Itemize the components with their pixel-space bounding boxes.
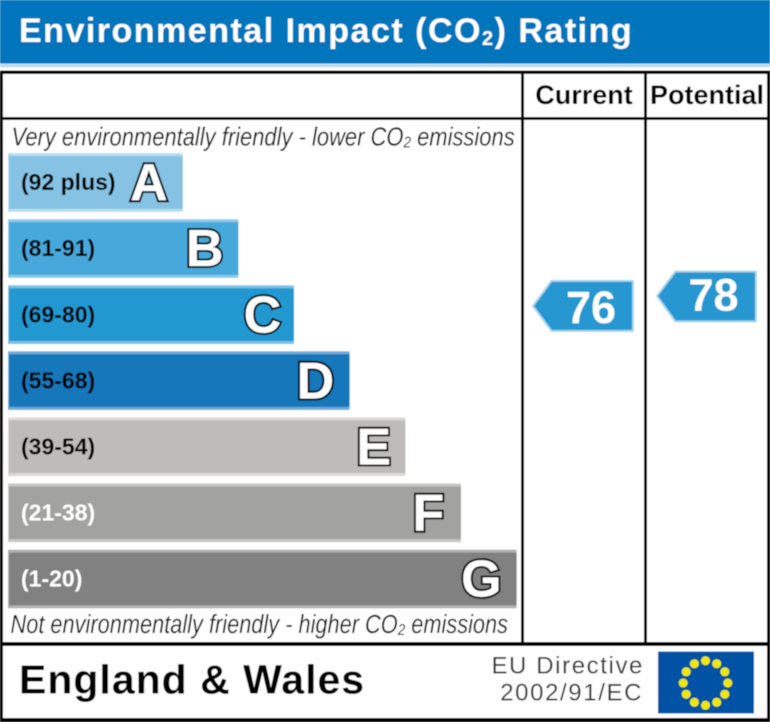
svg-text:Not environmentally friendly -: Not environmentally friendly - higher CO… <box>11 610 509 639</box>
svg-text:Potential: Potential <box>650 80 764 110</box>
svg-text:(92 plus): (92 plus) <box>21 169 116 195</box>
svg-text:G: G <box>461 551 501 609</box>
svg-text:(69-80): (69-80) <box>21 301 95 327</box>
svg-text:D: D <box>297 352 335 410</box>
svg-text:76: 76 <box>566 282 616 333</box>
svg-text:78: 78 <box>688 270 738 321</box>
svg-text:(81-91): (81-91) <box>21 235 95 261</box>
svg-text:Very environmentally friendly: Very environmentally friendly - lower CO… <box>12 123 515 152</box>
svg-text:E: E <box>356 418 391 476</box>
svg-text:(1-20): (1-20) <box>21 566 82 592</box>
svg-text:EU Directive: EU Directive <box>491 653 644 680</box>
svg-text:B: B <box>186 220 224 278</box>
svg-text:C: C <box>244 286 282 344</box>
svg-text:2002/91/EC: 2002/91/EC <box>500 680 643 707</box>
svg-text:England & Wales: England & Wales <box>19 657 365 703</box>
svg-text:(55-68): (55-68) <box>21 367 95 393</box>
svg-text:(21-38): (21-38) <box>21 500 95 526</box>
svg-text:F: F <box>413 485 445 543</box>
svg-text:A: A <box>130 154 168 212</box>
svg-text:Current: Current <box>535 80 633 110</box>
svg-text:Environmental Impact (CO2) Rat: Environmental Impact (CO2) Rating <box>19 12 633 50</box>
svg-text:(39-54): (39-54) <box>21 433 95 459</box>
